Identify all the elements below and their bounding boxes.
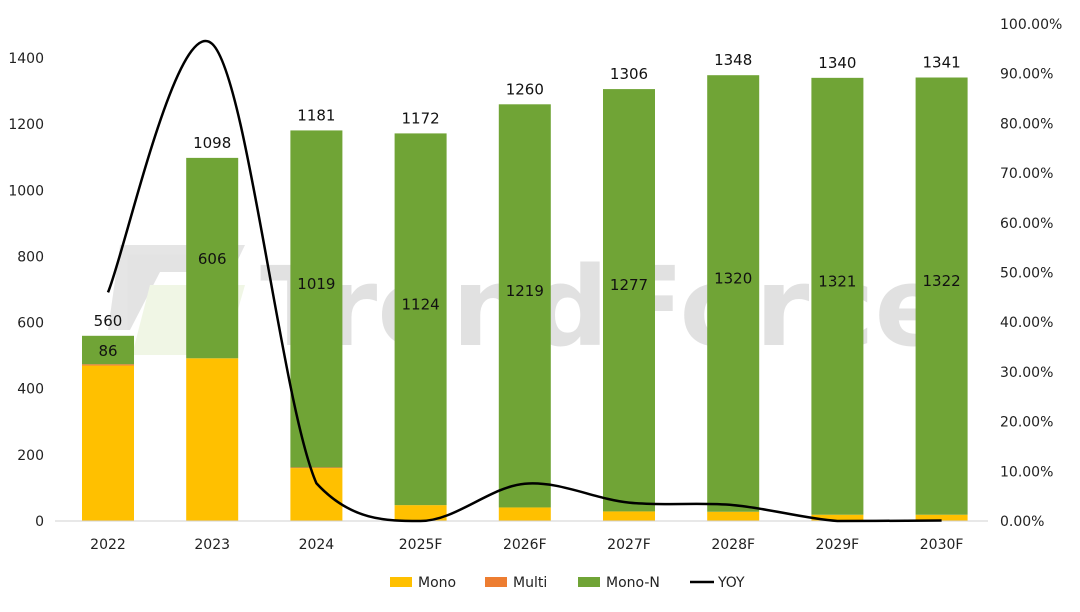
total-label-2024: 1181	[297, 106, 335, 124]
x-tick-2028F: 2028F	[711, 537, 755, 553]
bar-multi-2022	[82, 364, 134, 366]
bar-mono-2026F	[498, 507, 551, 521]
bar-mono-2024	[290, 468, 343, 521]
y2-tick-7: 70.00%	[1000, 166, 1053, 182]
bar-mono-n-2030F	[915, 77, 968, 515]
y2-tick-1: 10.00%	[1000, 464, 1053, 480]
x-tick-2024: 2024	[299, 537, 335, 553]
data-label-mono-n-2023: 606	[198, 250, 227, 268]
bar-mono-n-2022	[82, 335, 134, 365]
data-label-mono-n-2026F: 1219	[506, 282, 544, 300]
y-tick-400: 400	[17, 382, 44, 398]
y2-tick-3: 30.00%	[1000, 365, 1053, 381]
data-label-mono-n-2030F: 1322	[923, 272, 961, 290]
data-label-mono-n-2022: 86	[98, 342, 117, 360]
y2-tick-9: 90.00%	[1000, 67, 1053, 83]
total-label-2027F: 1306	[610, 65, 648, 83]
data-label-mono-n-2025F: 1124	[402, 295, 440, 313]
total-label-2028F: 1348	[714, 51, 752, 69]
bar-mono-n-2025F	[394, 133, 447, 506]
legend-swatch-mono	[390, 577, 412, 587]
y-tick-600: 600	[17, 316, 44, 332]
x-tick-2027F: 2027F	[607, 537, 651, 553]
y2-tick-6: 60.00%	[1000, 216, 1053, 232]
legend-label-multi: Multi	[513, 575, 547, 591]
total-label-2023: 1098	[193, 134, 231, 152]
legend-label-mono: Mono	[418, 575, 456, 591]
bar-mono-2027F	[603, 511, 655, 521]
y-tick-1000: 1000	[8, 183, 44, 199]
y2-tick-4: 40.00%	[1000, 315, 1053, 331]
y2-tick-8: 80.00%	[1000, 116, 1053, 132]
bar-mono-n-2029F	[811, 77, 864, 515]
x-tick-2026F: 2026F	[503, 537, 547, 553]
x-tick-2023: 2023	[194, 537, 230, 553]
y2-tick-0: 0.00%	[1000, 514, 1044, 530]
total-label-2030F: 1341	[923, 54, 961, 72]
x-tick-2030F: 2030F	[920, 537, 964, 553]
y-tick-800: 800	[17, 249, 44, 265]
x-tick-2022: 2022	[90, 537, 126, 553]
data-label-mono-n-2027F: 1277	[610, 276, 648, 294]
data-label-mono-n-2029F: 1321	[818, 272, 856, 290]
y-tick-0: 0	[35, 514, 44, 530]
bar-mono-n-2026F	[498, 104, 551, 508]
data-label-mono-n-2028F: 1320	[714, 269, 752, 287]
bar-mono-2028F	[707, 511, 760, 521]
y-tick-1200: 1200	[8, 117, 44, 133]
bar-mono-2022	[82, 365, 134, 521]
total-label-2025F: 1172	[402, 109, 440, 127]
bar-mono-n-2027F	[603, 89, 655, 512]
bar-mono-n-2028F	[707, 75, 760, 512]
y-tick-1400: 1400	[8, 51, 44, 67]
legend-swatch-mono-n	[578, 577, 600, 587]
y-tick-200: 200	[17, 448, 44, 464]
bar-mono-2025F	[394, 505, 447, 521]
bar-mono-n-2023	[186, 157, 239, 359]
total-label-2022: 560	[94, 312, 123, 330]
y2-tick-5: 50.00%	[1000, 266, 1053, 282]
total-label-2029F: 1340	[818, 54, 856, 72]
bar-mono-2029F	[811, 514, 864, 521]
legend-swatch-multi	[485, 577, 507, 587]
y2-tick-10: 100.00%	[1000, 17, 1062, 33]
bar-mono-2023	[186, 358, 239, 521]
y2-tick-2: 20.00%	[1000, 415, 1053, 431]
bar-mono-n-2024	[290, 130, 343, 468]
x-tick-2025F: 2025F	[399, 537, 443, 553]
x-tick-2029F: 2029F	[816, 537, 860, 553]
yoy-line	[106, 39, 942, 523]
legend-label-yoy: YOY	[717, 575, 745, 591]
bar-multi-2024	[290, 467, 343, 469]
legend-label-mono-n: Mono-N	[606, 575, 660, 591]
total-label-2026F: 1260	[506, 80, 544, 98]
data-label-mono-n-2024: 1019	[297, 275, 335, 293]
bar-mono-2030F	[915, 514, 968, 521]
